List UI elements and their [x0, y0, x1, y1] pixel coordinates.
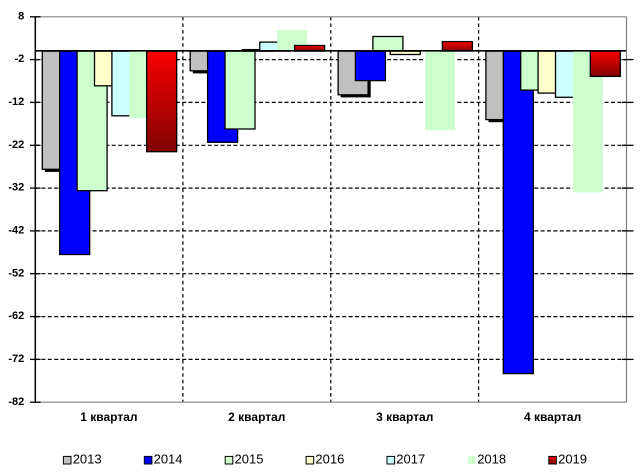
svg-text:2014: 2014 — [154, 451, 183, 466]
svg-text:2015: 2015 — [235, 451, 264, 466]
svg-text:-42: -42 — [8, 225, 24, 237]
svg-text:2018: 2018 — [477, 451, 506, 466]
svg-text:2013: 2013 — [73, 451, 102, 466]
svg-text:2017: 2017 — [396, 451, 425, 466]
svg-text:2 квартал: 2 квартал — [228, 410, 285, 424]
svg-text:2019: 2019 — [558, 451, 587, 466]
svg-text:-2: -2 — [15, 53, 25, 65]
svg-text:3 квартал: 3 квартал — [376, 410, 433, 424]
svg-text:-22: -22 — [8, 139, 24, 151]
svg-text:2016: 2016 — [315, 451, 344, 466]
svg-text:1 квартал: 1 квартал — [80, 410, 137, 424]
svg-text:-62: -62 — [8, 310, 24, 322]
svg-text:-12: -12 — [8, 96, 24, 108]
svg-text:8: 8 — [18, 10, 24, 22]
svg-text:-32: -32 — [8, 182, 24, 194]
svg-text:4 квартал: 4 квартал — [524, 410, 581, 424]
svg-text:-52: -52 — [8, 267, 24, 279]
svg-text:-82: -82 — [8, 396, 24, 408]
svg-text:-72: -72 — [8, 353, 24, 365]
